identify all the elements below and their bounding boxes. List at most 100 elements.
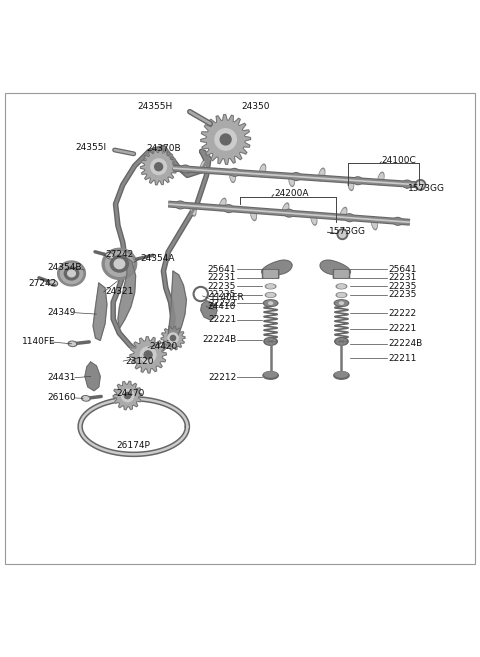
Polygon shape <box>130 336 166 373</box>
Ellipse shape <box>319 169 324 181</box>
Ellipse shape <box>288 173 295 187</box>
Polygon shape <box>161 326 185 350</box>
Circle shape <box>124 392 131 399</box>
Circle shape <box>151 159 167 175</box>
Ellipse shape <box>284 210 294 217</box>
Circle shape <box>155 163 163 171</box>
Ellipse shape <box>229 169 236 183</box>
Ellipse shape <box>102 248 137 279</box>
Text: 25641: 25641 <box>388 265 417 274</box>
Polygon shape <box>201 301 217 320</box>
Ellipse shape <box>200 160 207 173</box>
Text: 22221: 22221 <box>208 315 236 325</box>
Text: 24370B: 24370B <box>147 144 181 153</box>
Ellipse shape <box>251 208 256 220</box>
Text: 22235: 22235 <box>388 290 417 300</box>
Circle shape <box>415 179 426 190</box>
Ellipse shape <box>289 173 294 186</box>
Text: 24470: 24470 <box>117 388 145 397</box>
Text: 24100C: 24100C <box>381 156 416 166</box>
Polygon shape <box>113 381 142 410</box>
Ellipse shape <box>180 165 190 173</box>
Ellipse shape <box>264 372 277 377</box>
Text: 27242: 27242 <box>105 250 133 260</box>
Ellipse shape <box>336 301 347 306</box>
Ellipse shape <box>114 259 125 269</box>
Ellipse shape <box>224 205 233 212</box>
Text: 22224B: 22224B <box>388 339 422 348</box>
Ellipse shape <box>269 302 273 304</box>
Ellipse shape <box>339 302 343 304</box>
Polygon shape <box>262 260 292 275</box>
Ellipse shape <box>371 216 378 231</box>
Ellipse shape <box>348 177 354 190</box>
Ellipse shape <box>60 263 83 284</box>
Circle shape <box>170 336 176 341</box>
Ellipse shape <box>64 267 79 280</box>
Ellipse shape <box>291 173 301 181</box>
Ellipse shape <box>231 170 239 175</box>
Text: 22222: 22222 <box>388 309 417 318</box>
Ellipse shape <box>50 281 56 285</box>
Ellipse shape <box>250 207 257 221</box>
Ellipse shape <box>285 210 293 216</box>
Ellipse shape <box>336 284 347 289</box>
Ellipse shape <box>219 199 226 211</box>
Text: 24410: 24410 <box>207 302 236 311</box>
Ellipse shape <box>265 301 276 306</box>
Text: 25641: 25641 <box>208 265 236 274</box>
Ellipse shape <box>377 171 384 185</box>
Ellipse shape <box>181 166 189 172</box>
Polygon shape <box>141 148 177 185</box>
Ellipse shape <box>177 202 184 208</box>
Ellipse shape <box>176 201 185 209</box>
Ellipse shape <box>353 177 363 185</box>
Ellipse shape <box>264 338 277 345</box>
Text: 24355I: 24355I <box>76 143 107 152</box>
Ellipse shape <box>230 170 235 182</box>
Ellipse shape <box>83 397 89 400</box>
FancyBboxPatch shape <box>263 269 279 279</box>
Ellipse shape <box>58 261 85 286</box>
Text: 22211: 22211 <box>388 353 417 363</box>
Text: 22235: 22235 <box>388 282 417 291</box>
Text: 24321: 24321 <box>105 286 133 296</box>
Text: 24354B: 24354B <box>48 263 82 272</box>
Text: 22231: 22231 <box>388 273 417 283</box>
Ellipse shape <box>403 181 411 187</box>
Text: 22222: 22222 <box>208 299 236 307</box>
Ellipse shape <box>348 177 354 191</box>
Polygon shape <box>201 114 251 164</box>
Ellipse shape <box>263 372 278 379</box>
Text: 27242: 27242 <box>28 279 57 288</box>
Ellipse shape <box>259 164 266 177</box>
Text: 22212: 22212 <box>208 373 236 382</box>
Text: 22231: 22231 <box>208 273 236 283</box>
Ellipse shape <box>219 198 227 212</box>
Ellipse shape <box>82 396 90 401</box>
Text: 24431: 24431 <box>48 373 76 382</box>
Text: 1573GG: 1573GG <box>408 184 444 193</box>
Text: 1573GG: 1573GG <box>328 227 366 236</box>
Polygon shape <box>320 260 350 275</box>
Text: 23120: 23120 <box>125 357 154 365</box>
Ellipse shape <box>265 292 276 298</box>
Circle shape <box>417 181 424 189</box>
Ellipse shape <box>335 338 348 345</box>
Circle shape <box>121 390 134 401</box>
Ellipse shape <box>337 293 345 297</box>
Text: 22224B: 22224B <box>202 336 236 344</box>
Ellipse shape <box>318 168 325 181</box>
Ellipse shape <box>339 207 348 220</box>
Ellipse shape <box>394 219 402 224</box>
Ellipse shape <box>110 256 129 272</box>
Ellipse shape <box>265 284 276 289</box>
Ellipse shape <box>267 293 275 297</box>
Text: 24420: 24420 <box>149 342 177 351</box>
FancyBboxPatch shape <box>264 271 277 277</box>
Polygon shape <box>85 362 100 391</box>
Ellipse shape <box>311 212 317 225</box>
Ellipse shape <box>282 204 288 215</box>
Text: 24200A: 24200A <box>275 189 309 198</box>
Text: 1140ER: 1140ER <box>210 293 245 302</box>
